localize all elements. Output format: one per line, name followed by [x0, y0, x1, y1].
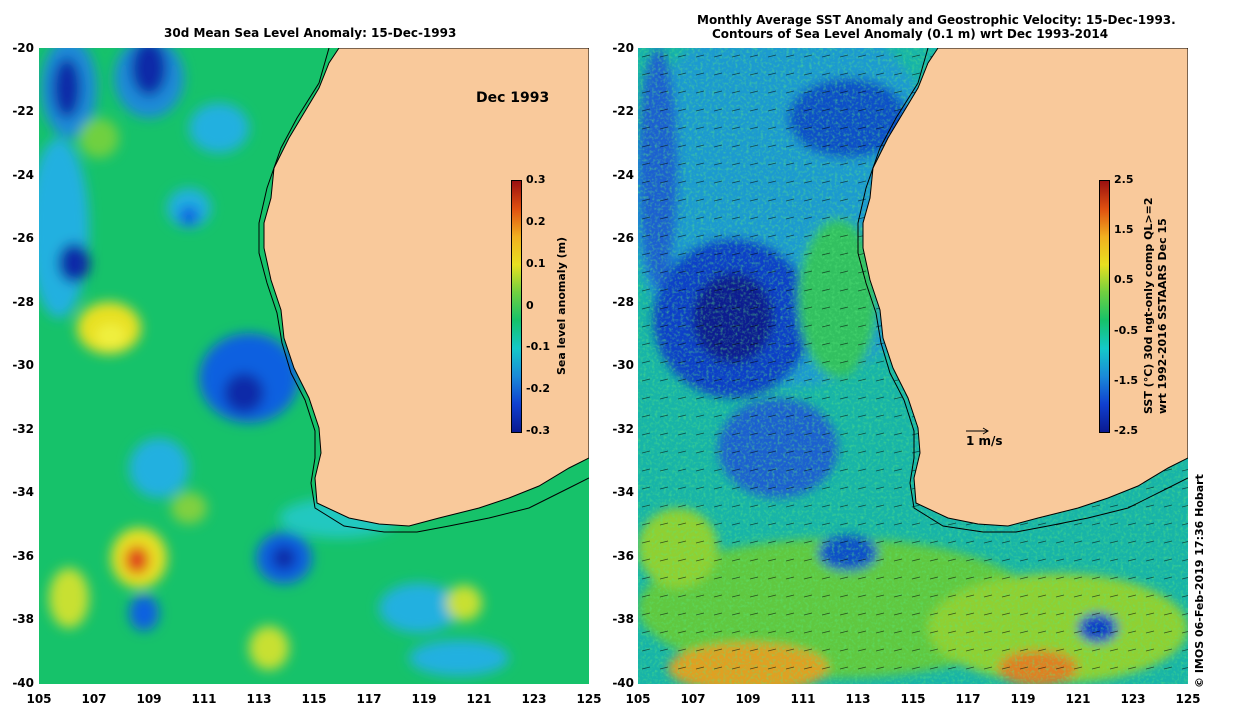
lon-label: 117 [955, 692, 981, 706]
lon-label: 115 [900, 692, 926, 706]
lat-label: -40 [12, 676, 34, 690]
colorbar-tick-label: 0.5 [1114, 273, 1134, 287]
lon-label: 105 [26, 692, 52, 706]
sst-colorbar-title-line1: SST (°C) 30d ngt-only comp QL>=2 [1142, 197, 1155, 414]
lat-label: -30 [12, 358, 34, 372]
lon-label: 117 [356, 692, 382, 706]
lon-label: 113 [246, 692, 272, 706]
lon-label: 111 [191, 692, 217, 706]
lat-label: -32 [12, 422, 34, 436]
right-panel-title-line1: Monthly Average SST Anomaly and Geostrop… [697, 13, 1176, 27]
lat-label: -28 [612, 295, 634, 309]
lon-label: 105 [625, 692, 651, 706]
lon-label: 113 [845, 692, 871, 706]
lat-label: -24 [612, 168, 634, 182]
lon-label: 109 [136, 692, 162, 706]
lon-label: 107 [680, 692, 706, 706]
lon-label: 123 [1120, 692, 1146, 706]
lat-label: -22 [12, 104, 34, 118]
left-map [39, 48, 589, 684]
vector-scale-arrow [966, 427, 989, 435]
lat-label: -38 [12, 612, 34, 626]
lat-label: -26 [612, 231, 634, 245]
lon-label: 125 [1175, 692, 1201, 706]
lon-label: 109 [735, 692, 761, 706]
vector-scale-label: 1 m/s [966, 434, 1003, 448]
lon-label: 123 [521, 692, 547, 706]
lat-label: -26 [12, 231, 34, 245]
lat-label: -38 [612, 612, 634, 626]
australia-landmass [263, 48, 589, 527]
colorbar-tick-label: -0.5 [1114, 323, 1139, 337]
lat-label: -34 [612, 485, 634, 499]
colorbar-tick-label: 0 [526, 298, 534, 312]
colorbar-tick-label: -2.5 [1114, 424, 1139, 437]
copyright-footer: © IMOS 06-Feb-2019 17:36 Hobart [1193, 474, 1206, 688]
right-panel-title-line2: Contours of Sea Level Anomaly (0.1 m) wr… [712, 27, 1109, 41]
lon-label: 107 [81, 692, 107, 706]
colorbar-tick-label: 0.1 [526, 256, 546, 270]
date-label: Dec 1993 [476, 90, 550, 106]
right-map [638, 48, 1188, 684]
lat-label: -20 [12, 41, 34, 55]
lat-label: -36 [612, 549, 634, 563]
lon-label: 111 [790, 692, 816, 706]
sla-colorbar [511, 180, 522, 433]
colorbar-tick-label: 0.3 [526, 173, 546, 186]
sla-colorbar-title: Sea level anomaly (m) [555, 236, 568, 375]
lon-label: 115 [301, 692, 327, 706]
colorbar-tick-label: -0.1 [526, 340, 551, 354]
lat-label: -24 [12, 168, 34, 182]
sst-map-svg [638, 48, 1188, 684]
lat-label: -32 [612, 422, 634, 436]
lat-label: -36 [12, 549, 34, 563]
colorbar-tick-label: 0.2 [526, 214, 546, 228]
lon-label: 125 [576, 692, 602, 706]
sla-map-svg [39, 48, 589, 684]
sst-colorbar [1099, 180, 1110, 433]
lat-label: -22 [612, 104, 634, 118]
lat-label: -40 [612, 676, 634, 690]
lon-label: 119 [1010, 692, 1036, 706]
colorbar-tick-label: 1.5 [1114, 223, 1134, 237]
left-panel-title: 30d Mean Sea Level Anomaly: 15-Dec-1993 [164, 26, 457, 40]
sst-colorbar-title-line2: wrt 1992-2016 SSTAARS Dec 15 [1156, 218, 1169, 414]
lon-label: 121 [466, 692, 492, 706]
colorbar-tick-label: 2.5 [1114, 173, 1134, 186]
colorbar-tick-label: -0.2 [526, 382, 551, 396]
lat-label: -30 [612, 358, 634, 372]
lat-label: -28 [12, 295, 34, 309]
lat-label: -20 [612, 41, 634, 55]
lon-label: 119 [411, 692, 437, 706]
colorbar-tick-label: -1.5 [1114, 373, 1139, 387]
lon-label: 121 [1065, 692, 1091, 706]
lat-label: -34 [12, 485, 34, 499]
colorbar-tick-label: -0.3 [526, 424, 551, 437]
